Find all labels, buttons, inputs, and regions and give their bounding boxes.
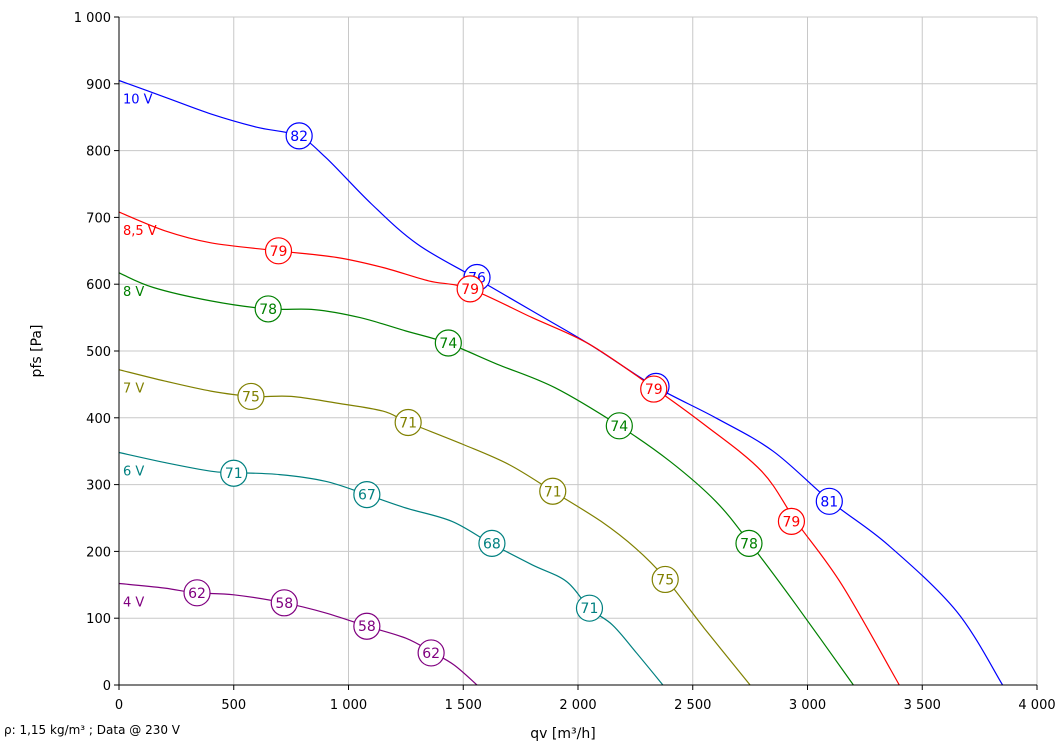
y-tick-label: 800 (86, 145, 111, 160)
efficiency-marker (417, 639, 445, 667)
x-tick-label: 1 500 (445, 698, 482, 713)
efficiency-marker (478, 529, 506, 557)
efficiency-marker (183, 579, 211, 607)
x-tick-label: 3 500 (904, 698, 941, 713)
efficiency-marker (735, 529, 763, 557)
series-label: 10 V (123, 92, 153, 107)
efficiency-marker (605, 412, 633, 440)
efficiency-marker (353, 612, 381, 640)
y-tick-label: 0 (103, 679, 111, 694)
y-tick-label: 900 (86, 78, 111, 93)
efficiency-marker (575, 594, 604, 622)
efficiency-marker-label: 67 (358, 488, 376, 504)
efficiency-marker (777, 507, 806, 535)
efficiency-marker (394, 408, 422, 437)
series-line (118, 582, 478, 686)
efficiency-marker-label: 62 (188, 586, 206, 602)
efficiency-markers: 8276768179797979787474787571717571676871… (183, 122, 843, 667)
y-tick-label: 1 000 (74, 11, 111, 26)
footnote: ρ: 1,15 kg/m³ ; Data @ 230 V (4, 723, 180, 737)
curves: 10 V 8,5 V 8 V 7 V 6 V 4 V (118, 79, 1004, 686)
efficiency-marker-label: 78 (259, 302, 277, 318)
y-tick-label: 100 (86, 612, 111, 627)
x-tick-label: 2 000 (559, 698, 596, 713)
series-line (118, 451, 664, 686)
efficiency-marker-label: 79 (270, 244, 288, 260)
efficiency-marker (285, 122, 313, 150)
series-line (118, 369, 751, 686)
x-tick-label: 0 (115, 698, 123, 713)
x-tick-label: 1 000 (330, 698, 367, 713)
efficiency-marker (815, 487, 843, 515)
x-tick-label: 2 500 (674, 698, 711, 713)
efficiency-marker-label: 75 (656, 572, 674, 588)
efficiency-marker (539, 477, 567, 505)
series-label: 4 V (123, 595, 144, 610)
efficiency-marker-label: 71 (581, 601, 599, 617)
efficiency-marker (220, 459, 248, 487)
efficiency-marker-label: 74 (610, 419, 628, 435)
series-label: 6 V (123, 465, 144, 480)
x-axis-title: qv [m³/h] (530, 726, 595, 742)
efficiency-marker-label: 74 (439, 336, 457, 352)
series-line (118, 79, 1004, 686)
efficiency-marker-label: 81 (820, 494, 838, 510)
y-axis-title: pfs [Pa] (29, 325, 45, 378)
efficiency-marker-label: 68 (483, 536, 501, 552)
efficiency-marker-label: 82 (290, 129, 308, 145)
series-label: 7 V (123, 382, 144, 397)
efficiency-marker (353, 481, 381, 509)
efficiency-marker-label: 62 (422, 646, 440, 662)
efficiency-marker (254, 295, 282, 323)
efficiency-marker-label: 79 (645, 382, 663, 398)
y-tick-label: 300 (86, 479, 111, 494)
efficiency-marker-label: 78 (740, 536, 758, 552)
efficiency-marker-label: 75 (242, 389, 260, 405)
efficiency-marker (237, 382, 265, 411)
x-tick-label: 3 000 (789, 698, 826, 713)
y-tick-label: 700 (86, 211, 111, 226)
series-label: 8,5 V (123, 224, 157, 239)
y-tick-label: 400 (86, 412, 111, 427)
efficiency-marker-label: 71 (544, 484, 562, 500)
x-tick-label: 500 (221, 698, 246, 713)
efficiency-marker-label: 58 (358, 619, 376, 635)
y-tick-label: 500 (86, 345, 111, 360)
series-line (118, 211, 900, 686)
y-tick-label: 200 (86, 545, 111, 560)
efficiency-marker-label: 58 (275, 596, 293, 612)
efficiency-marker (434, 329, 462, 357)
grid (119, 16, 1038, 685)
efficiency-marker-label: 79 (461, 282, 479, 298)
efficiency-marker (270, 589, 298, 617)
x-tick-label: 4 000 (1018, 698, 1055, 713)
efficiency-marker (640, 375, 668, 403)
efficiency-marker (651, 565, 679, 594)
y-tick-label: 600 (86, 278, 111, 293)
axes: 0 500 1 000 1 500 2 000 2 500 3 000 3 500 4 000 0… (74, 11, 1056, 713)
series-label: 8 V (123, 285, 144, 300)
efficiency-marker (456, 275, 484, 303)
efficiency-marker-label: 71 (225, 466, 243, 482)
efficiency-marker (264, 237, 293, 265)
efficiency-marker-label: 79 (783, 514, 801, 530)
efficiency-marker-label: 71 (399, 415, 417, 431)
